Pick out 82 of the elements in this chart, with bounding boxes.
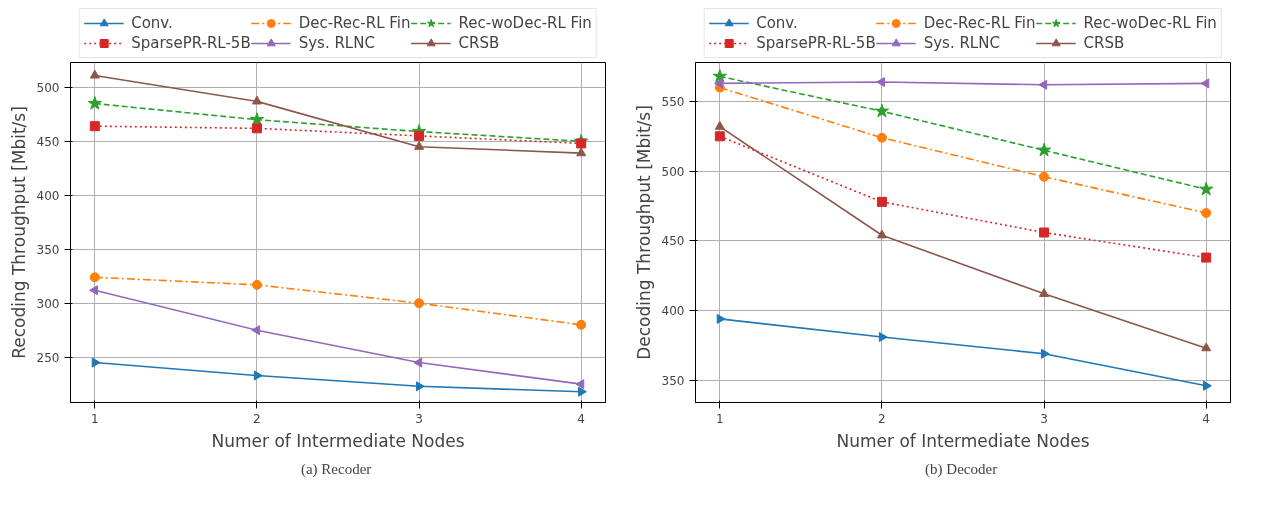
point	[1039, 288, 1050, 297]
point	[576, 319, 587, 330]
point	[1203, 380, 1212, 391]
point	[1040, 348, 1050, 359]
point	[1200, 78, 1210, 89]
point	[714, 120, 725, 130]
point	[712, 68, 727, 83]
point	[89, 272, 100, 283]
point	[1039, 171, 1050, 182]
point	[1038, 79, 1048, 90]
y-tick-label: 400	[661, 304, 685, 319]
point	[876, 77, 886, 88]
point	[414, 130, 425, 141]
y-tick-label: 300	[36, 296, 60, 311]
x-axis-title: Numer of Intermediate Nodes	[836, 430, 1090, 451]
legend-label: Rec-woDec-RL Fin	[1083, 14, 1217, 32]
x-tick-label: 2	[878, 411, 886, 426]
point	[414, 140, 425, 150]
y-tick-label: 550	[661, 95, 685, 110]
y-tick-label: 400	[36, 188, 60, 203]
point	[876, 229, 887, 239]
text: (a) Recoder	[300, 460, 372, 478]
point	[251, 95, 262, 105]
legend-label: Dec-Rec-RL Fin	[923, 14, 1036, 32]
legend-label: Sys. RLNC	[923, 34, 1000, 52]
point	[578, 386, 587, 397]
legend-label: Conv.	[756, 14, 798, 32]
legend-label: Dec-Rec-RL Fin	[298, 14, 411, 32]
y-tick-label: 450	[36, 134, 60, 149]
point	[716, 313, 726, 324]
point	[251, 325, 261, 336]
point	[89, 121, 100, 132]
y-tick-label: 350	[661, 373, 685, 388]
point	[1039, 227, 1050, 238]
y-axis-title: Recoding Throughput [Mbit/s]	[8, 106, 29, 359]
point	[576, 147, 587, 157]
legend-label: Conv.	[131, 14, 173, 32]
point	[415, 381, 425, 392]
point	[874, 103, 890, 118]
point	[249, 112, 265, 126]
legend-label: CRSB	[458, 34, 500, 52]
point	[414, 298, 425, 309]
point	[89, 69, 100, 79]
point	[87, 96, 102, 110]
y-tick-label: 500	[36, 80, 60, 95]
point	[1199, 181, 1214, 196]
point	[714, 78, 723, 89]
x-tick-label: 3	[415, 411, 423, 426]
point	[1201, 208, 1212, 218]
point	[253, 370, 263, 381]
point	[1036, 142, 1052, 157]
legend-label: Sys. RLNC	[298, 34, 375, 52]
point	[89, 285, 98, 296]
point	[251, 123, 262, 134]
point	[714, 131, 725, 142]
point	[876, 132, 887, 143]
point	[91, 357, 101, 368]
legend-label: CRSB	[1083, 34, 1125, 52]
point	[1201, 342, 1212, 352]
x-tick-label: 3	[1040, 411, 1048, 426]
legend-label: SparsePR-RL-5B	[756, 34, 876, 52]
legend-label: SparsePR-RL-5B	[131, 34, 251, 52]
point	[576, 138, 587, 149]
point	[413, 357, 423, 368]
x-tick-label: 4	[577, 411, 586, 426]
point	[1201, 252, 1212, 263]
x-tick-label: 1	[91, 411, 99, 426]
x-tick-label: 1	[716, 411, 724, 426]
point	[878, 332, 888, 343]
y-tick-label: 350	[36, 242, 60, 257]
x-tick-label: 2	[253, 411, 261, 426]
y-tick-label: 500	[661, 164, 685, 179]
y-axis-title: Decoding Throughput [Mbit/s]	[633, 105, 654, 360]
y-tick-label: 450	[661, 234, 685, 249]
x-axis-title: Numer of Intermediate Nodes	[211, 430, 465, 451]
x-tick-label: 4	[1202, 411, 1211, 426]
y-tick-label: 250	[36, 350, 60, 365]
point	[251, 279, 262, 290]
legend-label: Rec-woDec-RL Fin	[458, 14, 592, 32]
point	[575, 379, 585, 390]
text: (b) Decoder	[925, 460, 998, 478]
point	[876, 196, 887, 207]
